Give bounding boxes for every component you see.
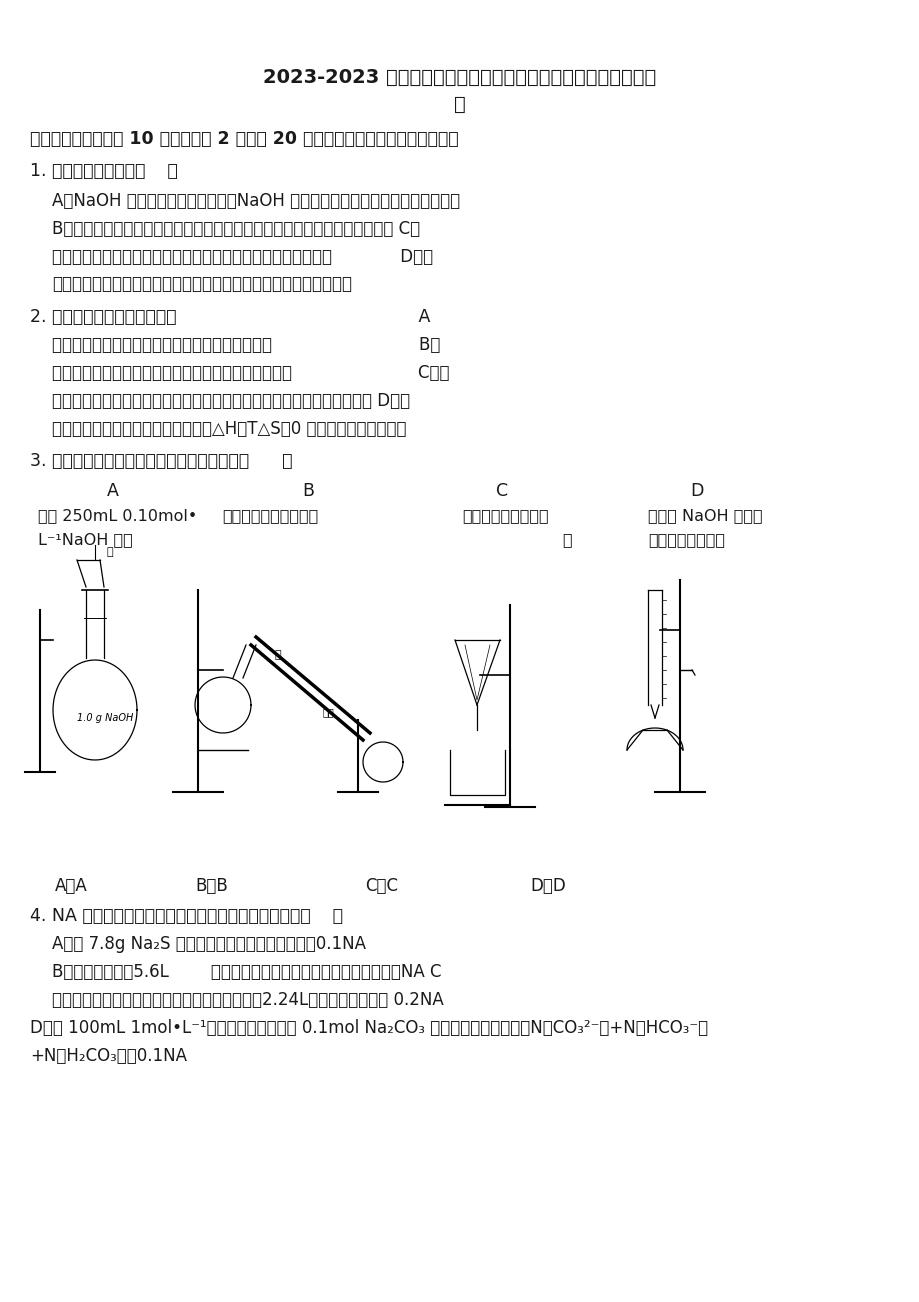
Text: 配制 250mL 0.10mol•: 配制 250mL 0.10mol•: [38, 508, 197, 523]
Text: 除去粗盐水中的不溶: 除去粗盐水中的不溶: [461, 508, 548, 523]
Text: B．标准状况下，5.6L        甲烷和乙烯的混合气体中所含碳氢键数目为NA C: B．标准状况下，5.6L 甲烷和乙烯的混合气体中所含碳氢键数目为NA C: [52, 963, 441, 980]
Text: 某盐在水溶液中发生水解，则其溶于水时不能完全电离                        C．某: 某盐在水溶液中发生水解，则其溶于水时不能完全电离 C．某: [52, 365, 449, 381]
Text: D．向 100mL 1mol•L⁻¹稀盐酸中逐滴参加含 0.1mol Na₂CO₃ 的溶液，则混和液中：N（CO₃²⁻）+N（HCO₃⁻）: D．向 100mL 1mol•L⁻¹稀盐酸中逐滴参加含 0.1mol Na₂CO…: [30, 1019, 708, 1036]
Text: 大氮肥、磷肥、钾肥使用量，不会转变生态平衡且能提高农作物产量: 大氮肥、磷肥、钾肥使用量，不会转变生态平衡且能提高农作物产量: [52, 275, 352, 293]
Text: 卷: 卷: [454, 95, 465, 115]
Text: 用标准 NaOH 溶液滴: 用标准 NaOH 溶液滴: [647, 508, 762, 523]
Text: 化学反响的能量变化为热能形式，反响过程中假设不放出热量则吸取热量 D．等: 化学反响的能量变化为热能形式，反响过程中假设不放出热量则吸取热量 D．等: [52, 392, 410, 410]
Text: C．C: C．C: [365, 878, 398, 894]
Text: 物: 物: [562, 533, 571, 547]
Text: 温、等压及除体积功不做其他功时，△H－T△S＜0 的化学反响能反响完全: 温、等压及除体积功不做其他功时，△H－T△S＜0 的化学反响能反响完全: [52, 421, 406, 437]
Text: D．D: D．D: [529, 878, 565, 894]
Text: 4. NA 为阿伐加德罗常数的值。以下说法错误的选项是（    ）: 4. NA 为阿伐加德罗常数的值。以下说法错误的选项是（ ）: [30, 907, 343, 924]
Text: 定锥形瓶中的盐酸: 定锥形瓶中的盐酸: [647, 533, 724, 547]
Text: +N（H₂CO₃）＝0.1NA: +N（H₂CO₃）＝0.1NA: [30, 1047, 187, 1065]
Text: D: D: [689, 482, 703, 500]
Text: 水: 水: [275, 650, 281, 660]
Text: 3. 完成以下试验，所用仪器或操作合理的是（      ）: 3. 完成以下试验，所用仪器或操作合理的是（ ）: [30, 452, 292, 470]
Text: B．B: B．B: [195, 878, 228, 894]
Text: 2023-2023 学年山东省日照市高三（上）其次次联合考试化学试: 2023-2023 学年山东省日照市高三（上）其次次联合考试化学试: [263, 68, 656, 87]
Text: 1. 以下说法合理的是（    ）: 1. 以下说法合理的是（ ）: [30, 161, 177, 180]
Text: 水: 水: [107, 547, 114, 557]
Text: ．某化合物不属于强电解质，则肯定属于弱电解质                            B．: ．某化合物不属于强电解质，则肯定属于弱电解质 B．: [52, 336, 440, 354]
Text: 冷水: 冷水: [322, 707, 334, 717]
Text: A．NaOH 能促进油脂水解，可用含NaOH 的洗涤剂去除人体皮肤外表的油性物质: A．NaOH 能促进油脂水解，可用含NaOH 的洗涤剂去除人体皮肤外表的油性物质: [52, 191, 460, 210]
Text: 除去工业乙醇中的杂质: 除去工业乙醇中的杂质: [221, 508, 318, 523]
Text: B: B: [301, 482, 313, 500]
Text: B．冠肺炎抗疫中使用的干雾过氧化氢空气消毒机，利用了过氧化氢的氧化性 C．: B．冠肺炎抗疫中使用的干雾过氧化氢空气消毒机，利用了过氧化氢的氧化性 C．: [52, 220, 420, 238]
Text: A．含 7.8g Na₂S 的溶液中所含阴离子的总数大于0.1NA: A．含 7.8g Na₂S 的溶液中所含阴离子的总数大于0.1NA: [52, 935, 366, 953]
Text: ．镁与肯定量浓硫酸反响，标准状况下产生气体2.24L，转移电子数目为 0.2NA: ．镁与肯定量浓硫酸反响，标准状况下产生气体2.24L，转移电子数目为 0.2NA: [52, 991, 443, 1009]
Text: 工业生产中常把原料粉碎成小颗粒，可以提高原料的平衡转化率             D．增: 工业生产中常把原料粉碎成小颗粒，可以提高原料的平衡转化率 D．增: [52, 247, 433, 266]
Text: A．A: A．A: [55, 878, 87, 894]
Text: C: C: [495, 482, 507, 500]
Text: 1.0 g NaOH: 1.0 g NaOH: [77, 713, 133, 723]
Text: 一、选择题：此题共 10 小题，每题 2 分，共 20 分。每题只有一个选项符合题意。: 一、选择题：此题共 10 小题，每题 2 分，共 20 分。每题只有一个选项符合…: [30, 130, 459, 148]
Text: 2. 以下说法正确的选项是（）                                            A: 2. 以下说法正确的选项是（） A: [30, 309, 430, 326]
Text: A: A: [107, 482, 119, 500]
Text: L⁻¹NaOH 溶液: L⁻¹NaOH 溶液: [38, 533, 132, 547]
